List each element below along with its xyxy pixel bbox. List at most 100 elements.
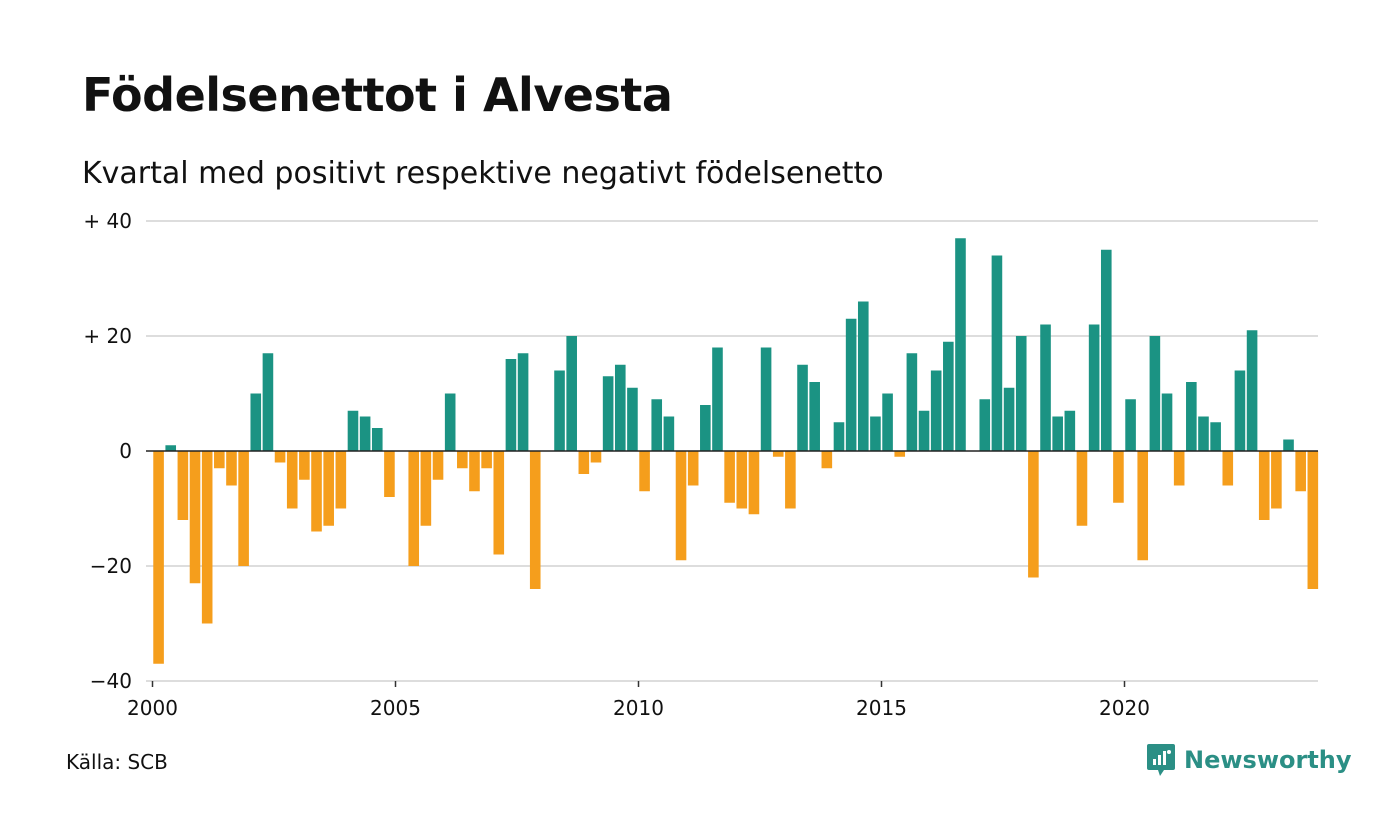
bar xyxy=(335,451,347,509)
bar xyxy=(1186,382,1197,451)
bar xyxy=(286,451,298,509)
bar xyxy=(444,393,456,451)
bar xyxy=(214,451,225,469)
bar xyxy=(469,451,480,492)
bar xyxy=(760,347,772,451)
bar xyxy=(189,451,201,584)
bar xyxy=(700,405,711,451)
bar xyxy=(1173,451,1185,486)
bar xyxy=(1076,451,1088,526)
bar xyxy=(238,451,249,566)
bar xyxy=(687,451,699,486)
bar xyxy=(991,255,1003,451)
x-tick-label: 2010 xyxy=(613,696,664,720)
bar xyxy=(1137,451,1149,561)
bar xyxy=(481,451,492,469)
bar xyxy=(614,364,626,451)
bar xyxy=(1028,451,1039,578)
x-tick-label: 2005 xyxy=(370,696,421,720)
chart-subtitle: Kvartal med positivt respektive negativt… xyxy=(82,156,884,191)
bar xyxy=(578,451,590,474)
bar xyxy=(1307,451,1319,589)
bar xyxy=(201,451,213,624)
bar xyxy=(1222,451,1234,486)
bar xyxy=(274,451,286,463)
bar xyxy=(833,422,845,451)
bar xyxy=(772,451,784,457)
bar xyxy=(943,341,954,451)
bar xyxy=(1198,416,1209,451)
y-tick-label: −40 xyxy=(90,669,132,693)
y-tick-label: −20 xyxy=(90,554,132,578)
bar xyxy=(1088,324,1100,451)
bar xyxy=(857,301,869,451)
y-tick-label: + 20 xyxy=(83,324,132,348)
bar xyxy=(602,376,614,451)
x-tick-label: 2020 xyxy=(1099,696,1150,720)
bar xyxy=(918,410,930,451)
bar xyxy=(226,451,237,486)
bar xyxy=(566,336,577,451)
bar xyxy=(821,451,833,469)
bar xyxy=(627,387,638,451)
bar xyxy=(1271,451,1282,509)
bar xyxy=(1283,439,1294,451)
bar xyxy=(748,451,760,515)
newsworthy-logo-icon xyxy=(1147,744,1175,776)
bar xyxy=(590,451,602,463)
y-tick-label: + 40 xyxy=(83,209,132,233)
bar xyxy=(420,451,432,526)
bar xyxy=(724,451,735,503)
bar xyxy=(250,393,262,451)
source-note: Källa: SCB xyxy=(66,750,168,774)
bar xyxy=(153,451,164,664)
brand-logo: Newsworthy xyxy=(1146,742,1352,778)
bar xyxy=(1064,410,1076,451)
bar xyxy=(979,399,991,451)
bar xyxy=(1258,451,1270,520)
bar xyxy=(1113,451,1124,503)
bar xyxy=(797,364,808,451)
bar xyxy=(311,451,322,532)
bars xyxy=(153,238,1319,664)
bar xyxy=(1234,370,1246,451)
bar xyxy=(323,451,334,526)
bar xyxy=(736,451,748,509)
bar xyxy=(165,445,177,451)
bar xyxy=(1246,330,1258,451)
bar xyxy=(384,451,395,497)
bar xyxy=(955,238,966,451)
bar xyxy=(882,393,893,451)
bar xyxy=(457,451,468,469)
y-axis-ticks: + 40 + 20 0 −20 −40 xyxy=(83,209,132,693)
bar xyxy=(1149,336,1161,451)
bar xyxy=(1100,249,1112,451)
bar xyxy=(906,353,918,451)
bar xyxy=(870,416,881,451)
bar xyxy=(1052,416,1063,451)
bar xyxy=(517,353,529,451)
bar xyxy=(408,451,420,566)
bar xyxy=(262,353,274,451)
bar xyxy=(493,451,505,555)
bar xyxy=(809,382,820,451)
bar xyxy=(177,451,189,520)
bar xyxy=(675,451,687,561)
bar xyxy=(785,451,796,509)
gridlines xyxy=(146,220,1318,682)
x-tick-label: 2015 xyxy=(856,696,907,720)
bar xyxy=(663,416,675,451)
chart-title: Födelsenettot i Alvesta xyxy=(82,68,673,122)
x-axis-ticks: 2000 2005 2010 2015 2020 xyxy=(127,681,1150,720)
y-tick-label: 0 xyxy=(119,439,132,463)
bar xyxy=(651,399,663,451)
bar xyxy=(1161,393,1173,451)
bar xyxy=(930,370,942,451)
bar xyxy=(554,370,565,451)
bar xyxy=(1015,336,1027,451)
bar xyxy=(529,451,541,589)
bar xyxy=(639,451,650,492)
bar xyxy=(1125,399,1136,451)
bar xyxy=(299,451,310,480)
